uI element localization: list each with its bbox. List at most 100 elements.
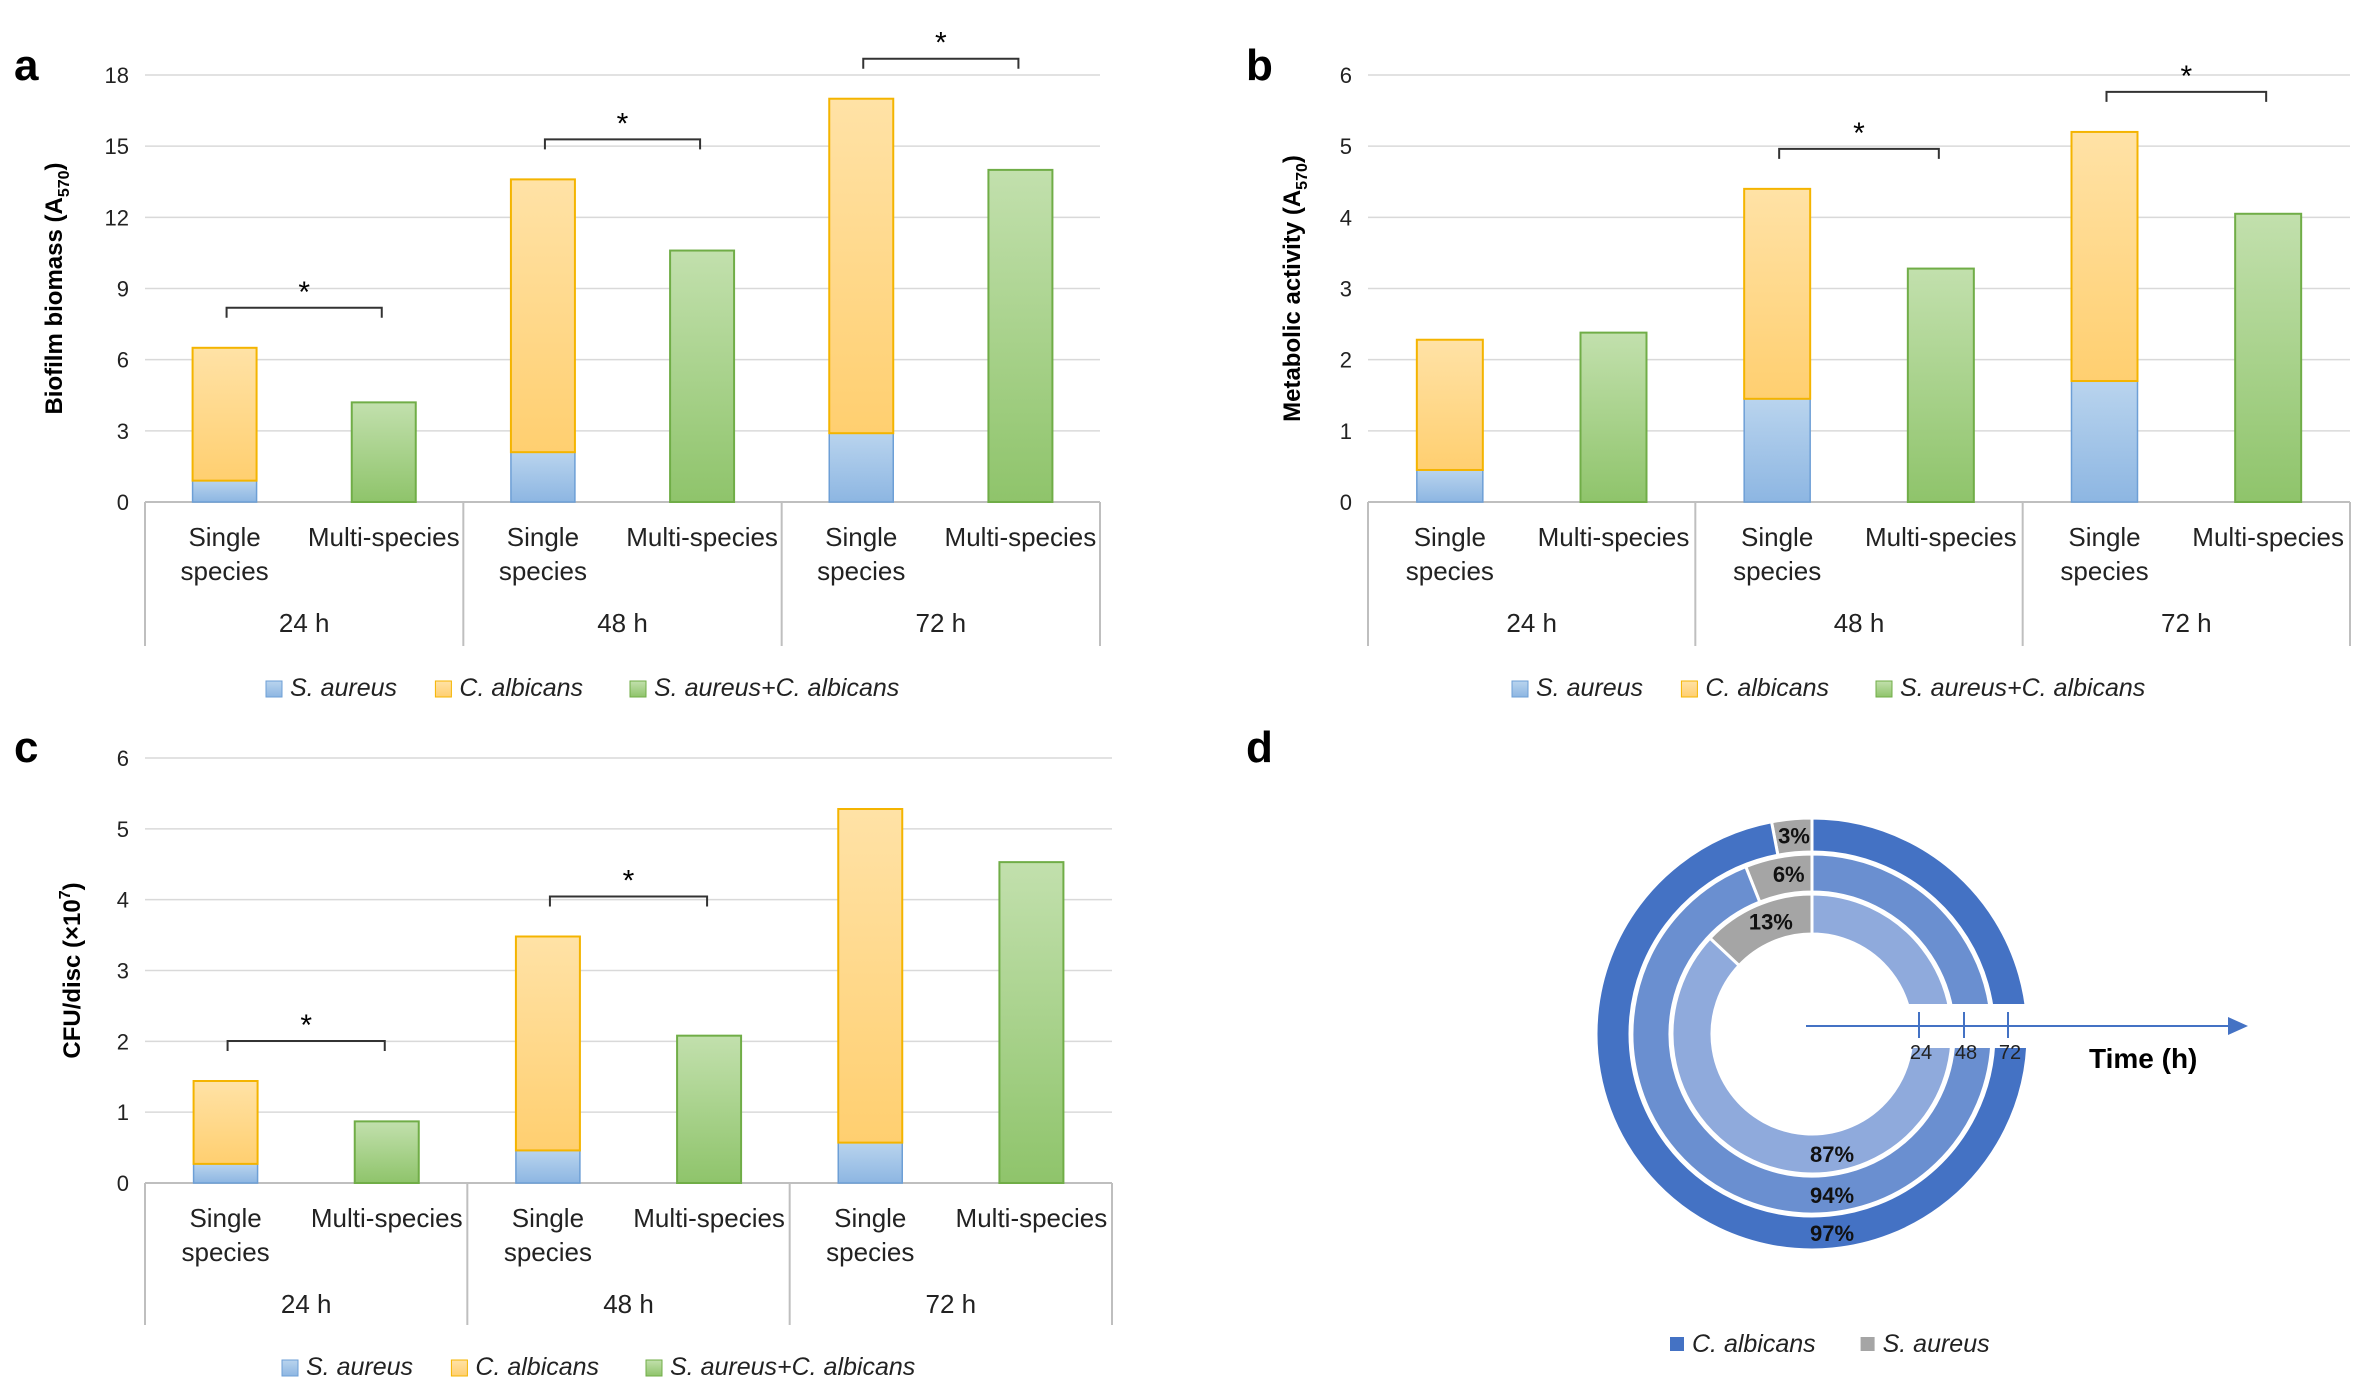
- category-label: species: [181, 556, 269, 586]
- significance-star: *: [300, 1009, 312, 1042]
- bar-multi-species: [1579, 331, 1648, 503]
- category-label: species: [2060, 556, 2148, 586]
- y-tick-label: 6: [117, 746, 129, 771]
- legend-label: C. albicans: [459, 674, 583, 702]
- category-label: Single: [512, 1203, 584, 1233]
- y-tick-label: 4: [1340, 205, 1352, 230]
- y-tick-label: 6: [1340, 63, 1352, 88]
- category-label: Single: [825, 522, 897, 552]
- legend: S. aureus C. albicans S. aureus+C. albican…: [1511, 674, 2145, 702]
- bar-s-aureus: [837, 1141, 903, 1184]
- bar-s-aureus: [515, 1149, 581, 1184]
- category-label: Multi-species: [308, 522, 460, 552]
- donut-label-c-albicans: 94%: [1810, 1183, 1854, 1208]
- donut-label-s-aureus: 3%: [1778, 823, 1810, 848]
- category-label: Single: [189, 1203, 261, 1233]
- category-label: species: [504, 1237, 592, 1267]
- category-label: Single: [188, 522, 260, 552]
- bar-multi-species: [676, 1034, 743, 1184]
- y-tick-label: 3: [1340, 277, 1352, 302]
- y-axis-label: Metabolic activity (A570): [1279, 155, 1311, 422]
- donut-segment-c-albicans: [1670, 892, 1954, 1176]
- group-label: 72 h: [2161, 608, 2212, 638]
- category-label: Multi-species: [633, 1203, 785, 1233]
- category-label: Single: [1414, 522, 1486, 552]
- group-label: 24 h: [1506, 608, 1557, 638]
- legend-label: C. albicans: [1705, 674, 1829, 702]
- legend-label: C. albicans: [475, 1353, 599, 1381]
- chart-d-nested-donut: 13% 87% 6% 94% 3% 97% 24 48 72 Time (h) C. albican…: [1594, 816, 2248, 1358]
- legend-swatch: [629, 680, 647, 698]
- bar-s-aureus: [828, 432, 894, 503]
- bar-multi-species: [350, 401, 417, 503]
- chart-a-biofilm-biomass: 0 3 6 9 12 15 18 Biofilm biomass (A570) Single sp…: [41, 27, 1101, 702]
- category-label: Multi-species: [956, 1203, 1108, 1233]
- panel-b-letter: b: [1246, 41, 1273, 90]
- group-label: 24 h: [281, 1289, 332, 1319]
- bar-multi-species: [998, 861, 1065, 1184]
- y-axis-label-main: CFU/disc (×10: [59, 899, 86, 1058]
- bar-s-aureus: [1743, 398, 1811, 503]
- legend: S. aureus C. albicans S. aureus+C. albican…: [265, 674, 899, 702]
- bar-s-aureus: [192, 1163, 259, 1184]
- y-axis-label-sub: 7: [57, 890, 74, 899]
- group-label: 48 h: [603, 1289, 654, 1319]
- chart-c-cfu-per-disc: 0 1 2 3 4 5 6 CFU/disc (×107) Single species Multi…: [57, 746, 1113, 1381]
- category-label: Single: [1741, 522, 1813, 552]
- legend-label: C. albicans: [1692, 1330, 1816, 1358]
- y-axis-label-main: Biofilm biomass (A: [41, 197, 68, 414]
- y-axis-label-end: ): [1279, 155, 1306, 163]
- y-tick-label: 2: [1340, 348, 1352, 373]
- time-axis-arrowhead: [2228, 1017, 2248, 1035]
- bar-s-aureus: [1416, 469, 1484, 503]
- y-tick-label: 0: [117, 490, 129, 515]
- y-tick-label: 0: [1340, 490, 1352, 515]
- significance-star: *: [1853, 117, 1865, 150]
- legend-swatch: [1680, 680, 1698, 698]
- category-label: Multi-species: [311, 1203, 463, 1233]
- legend-swatch: [1860, 1337, 1875, 1351]
- bar-c-albicans: [837, 808, 904, 1144]
- legend-label: S. aureus: [290, 674, 397, 702]
- significance-star: *: [623, 865, 635, 898]
- category-label: species: [1406, 556, 1494, 586]
- legend-label: S. aureus+C. albicans: [1900, 674, 2145, 702]
- bar-c-albicans: [828, 97, 895, 435]
- bar-c-albicans: [2070, 130, 2139, 383]
- category-label: species: [499, 556, 587, 586]
- y-axis-label-end: ): [41, 162, 68, 170]
- significance-bracket: [862, 57, 1020, 69]
- category-label: Single: [834, 1203, 906, 1233]
- bar-c-albicans: [1743, 187, 1812, 400]
- y-tick-label: 1: [1340, 419, 1352, 444]
- significance-bracket: [2105, 90, 2268, 102]
- y-axis-label-sub: 570: [56, 170, 73, 197]
- bar-multi-species: [2234, 212, 2303, 503]
- panel-a-letter: a: [14, 41, 39, 90]
- y-tick-label: 3: [117, 959, 129, 984]
- legend-swatch: [645, 1359, 663, 1377]
- legend-swatch: [434, 680, 452, 698]
- legend-swatch: [1875, 680, 1893, 698]
- category-label: Multi-species: [1865, 522, 2017, 552]
- significance-bracket: [225, 306, 383, 318]
- time-tick-label: 24: [1910, 1042, 1932, 1064]
- significance-star: *: [298, 276, 310, 309]
- y-tick-label: 1: [117, 1100, 129, 1125]
- panel-c-letter: c: [14, 723, 38, 772]
- y-tick-label: 3: [117, 419, 129, 444]
- y-tick-label: 5: [1340, 134, 1352, 159]
- y-tick-label: 5: [117, 817, 129, 842]
- bar-s-aureus: [191, 479, 258, 503]
- legend: C. albicans S. aureus: [1670, 1330, 1990, 1358]
- bar-multi-species: [669, 249, 736, 503]
- legend-label: S. aureus+C. albicans: [670, 1353, 915, 1381]
- y-axis-label: CFU/disc (×107): [57, 882, 86, 1058]
- y-tick-label: 0: [117, 1171, 129, 1196]
- legend-label: S. aureus: [306, 1353, 413, 1381]
- y-tick-label: 2: [117, 1029, 129, 1054]
- group-label: 48 h: [1834, 608, 1885, 638]
- y-tick-label: 6: [117, 348, 129, 373]
- time-tick-label: 48: [1955, 1042, 1977, 1064]
